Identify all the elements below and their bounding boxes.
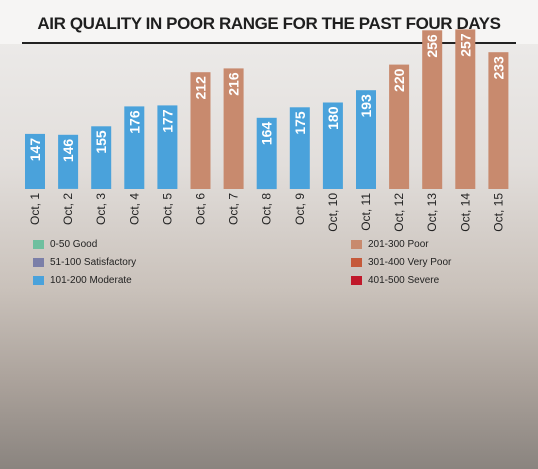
- legend-swatch: [33, 276, 44, 285]
- x-tick-labels: Oct, 1 Oct, 2 Oct, 3 Oct, 4 Oct, 5 Oct, 6 Oct,…: [28, 193, 505, 232]
- bar-oct-6: [190, 72, 211, 189]
- x-tick-label: Oct, 6: [194, 193, 208, 225]
- title-rule: [22, 42, 516, 44]
- x-tick-label: Oct, 9: [293, 193, 307, 225]
- legend-swatch: [351, 240, 362, 249]
- legend-swatch: [33, 258, 44, 267]
- bar-oct-8: [256, 117, 277, 190]
- legend-label: 51-100 Satisfactory: [50, 257, 137, 268]
- bars-group: 147 146 155 176 177 212 216 164 175 180 193 220 256 2…: [25, 29, 509, 190]
- legend-swatch: [33, 240, 44, 249]
- bar-value-label: 233: [490, 56, 506, 80]
- bar-value-label: 164: [259, 122, 275, 146]
- bar-value-label: 175: [292, 111, 308, 135]
- legend-label: 0-50 Good: [50, 239, 98, 250]
- x-tick-label: Oct, 2: [61, 193, 75, 225]
- bar-value-label: 220: [391, 68, 407, 92]
- title-bar: [0, 0, 538, 44]
- x-tick-label: Oct, 15: [491, 193, 505, 232]
- bar-value-label: 155: [93, 130, 109, 154]
- x-tick-label: Oct, 4: [127, 193, 141, 225]
- bar-oct-4: [124, 106, 145, 189]
- bar-value-label: 216: [226, 72, 242, 96]
- chart-title: AIR QUALITY IN POOR RANGE FOR THE PAST F…: [37, 14, 501, 33]
- bar-oct-15: [488, 52, 509, 190]
- bar-oct-9: [289, 107, 310, 189]
- bar-value-label: 146: [60, 139, 76, 163]
- bar-value-label: 193: [358, 94, 374, 118]
- bar-oct-14: [455, 29, 476, 190]
- x-tick-label: Oct, 10: [326, 193, 340, 232]
- bar-value-label: 257: [457, 33, 473, 57]
- x-tick-label: Oct, 7: [227, 193, 241, 225]
- x-tick-label: Oct, 3: [94, 193, 108, 225]
- bar-value-label: 147: [27, 138, 43, 162]
- bar-oct-10: [322, 102, 343, 189]
- bar-oct-13: [422, 30, 443, 189]
- x-tick-label: Oct, 8: [260, 193, 274, 225]
- bar-oct-12: [389, 64, 410, 189]
- legend-label: 201-300 Poor: [368, 239, 429, 250]
- legend-label: 401-500 Severe: [368, 275, 440, 286]
- x-tick-label: Oct, 12: [392, 193, 406, 232]
- bar-value-label: 212: [193, 76, 209, 100]
- legend-swatch: [351, 258, 362, 267]
- bar-oct-3: [91, 126, 112, 189]
- x-tick-label: Oct, 11: [359, 193, 373, 231]
- bar-oct-7: [223, 68, 244, 189]
- bar-value-label: 256: [424, 34, 440, 58]
- bar-value-label: 176: [126, 110, 142, 134]
- bar-oct-2: [58, 134, 79, 189]
- legend-label: 101-200 Moderate: [50, 275, 132, 286]
- x-tick-label: Oct, 1: [28, 193, 42, 225]
- bar-oct-5: [157, 105, 178, 189]
- legend-swatch: [351, 276, 362, 285]
- bar-value-label: 177: [159, 109, 175, 133]
- x-tick-label: Oct, 13: [425, 193, 439, 232]
- bar-value-label: 180: [325, 106, 341, 130]
- bar-oct-11: [356, 90, 376, 189]
- x-tick-label: Oct, 14: [458, 193, 472, 232]
- bar-oct-1: [25, 133, 45, 189]
- legend-label: 301-400 Very Poor: [368, 257, 452, 268]
- x-tick-label: Oct, 5: [160, 193, 174, 225]
